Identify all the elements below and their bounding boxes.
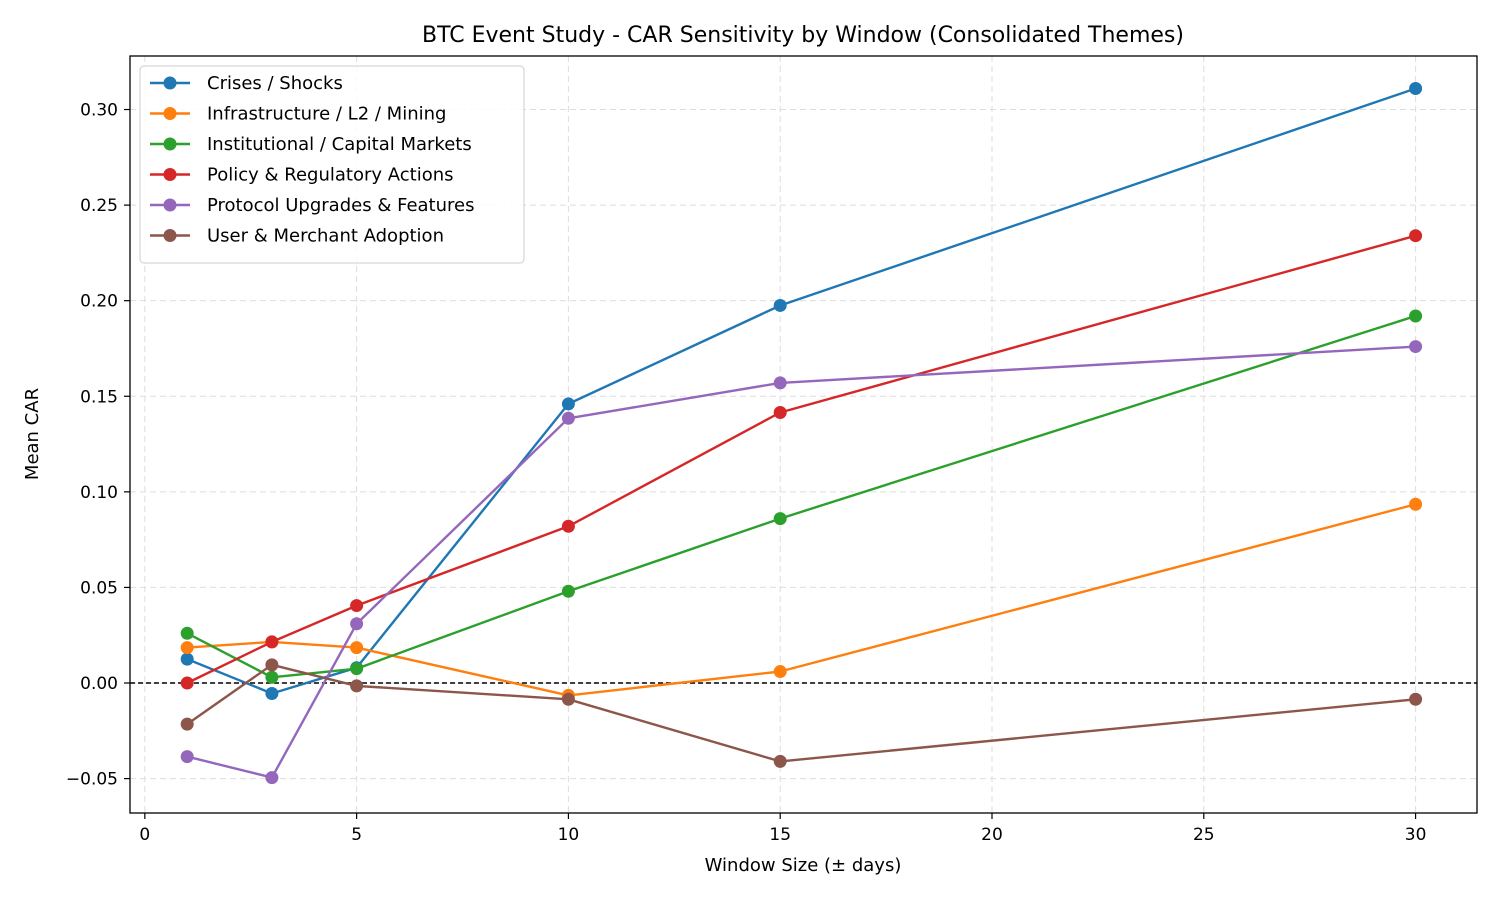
x-tick-label: 15: [769, 825, 791, 845]
data-point: [265, 635, 279, 649]
series-line-4: [186, 345, 1416, 779]
data-point: [773, 406, 787, 420]
y-tick-label: 0.15: [80, 387, 118, 407]
legend-marker: [163, 137, 177, 151]
legend-marker: [163, 76, 177, 90]
x-axis-label: Window Size (± days): [705, 855, 902, 876]
data-point: [180, 652, 194, 666]
legend-label: Crises / Shocks: [207, 73, 343, 94]
data-point: [265, 670, 279, 684]
x-tick-label: 5: [351, 825, 362, 845]
data-point: [350, 641, 364, 655]
legend-marker: [163, 229, 177, 242]
data-point: [265, 658, 279, 672]
legend-label: Institutional / Capital Markets: [207, 134, 472, 155]
plot-frame: [129, 55, 1478, 814]
data-point: [1409, 81, 1423, 95]
series-line-1: [187, 503, 1416, 697]
data-point: [561, 519, 575, 533]
y-tick-label: 0.10: [80, 483, 118, 503]
legend-label: Protocol Upgrades & Features: [207, 195, 474, 216]
data-point: [1409, 309, 1423, 323]
data-point: [773, 665, 787, 679]
data-point: [1409, 692, 1423, 706]
data-point: [561, 411, 575, 425]
data-point: [180, 717, 194, 731]
data-point: [773, 376, 787, 390]
data-point: [350, 617, 364, 631]
data-point: [773, 298, 787, 312]
series-group: [180, 81, 1423, 785]
chart-title: BTC Event Study - CAR Sensitivity by Win…: [422, 23, 1184, 48]
x-tick-label: 10: [558, 825, 580, 845]
data-point: [561, 692, 575, 706]
data-point: [561, 584, 575, 598]
data-point: [773, 754, 787, 768]
legend-box: [139, 65, 525, 264]
legend-marker: [163, 107, 177, 120]
data-point: [180, 676, 194, 690]
data-point: [773, 512, 787, 526]
data-point: [1409, 229, 1423, 243]
x-tick-label: 0: [139, 825, 150, 845]
series-line-0: [186, 87, 1416, 695]
series-line-5: [186, 663, 1416, 763]
data-point: [1409, 497, 1423, 511]
x-axis: 0 5 10 15 20 25 30: [139, 813, 1426, 845]
legend-label: Policy & Regulatory Actions: [207, 165, 454, 186]
y-tick-label: −0.05: [66, 770, 118, 790]
data-point: [350, 662, 364, 676]
y-tick-label: 0.05: [80, 578, 118, 598]
x-tick-label: 25: [1193, 825, 1215, 845]
legend: Crises / Shocks Infrastructure / L2 / Min…: [139, 65, 525, 264]
data-point: [180, 750, 194, 764]
x-tick-label: 30: [1405, 825, 1427, 845]
series-line-2: [186, 314, 1416, 679]
y-tick-label: 0.25: [80, 196, 118, 216]
data-point: [350, 679, 364, 693]
y-axis: −0.05 0.00 0.05 0.10 0.15 0.20 0.25 0.30: [66, 101, 130, 790]
data-point: [561, 397, 575, 411]
y-tick-label: 0.20: [80, 292, 118, 312]
data-point: [180, 626, 194, 640]
legend-marker: [163, 198, 177, 212]
data-point: [265, 771, 279, 785]
data-point: [350, 599, 364, 613]
series-line-3: [186, 234, 1416, 685]
y-tick-label: 0.00: [80, 674, 118, 694]
legend-label: Infrastructure / L2 / Mining: [207, 104, 446, 125]
data-point: [180, 641, 194, 655]
y-axis-label: Mean CAR: [22, 388, 43, 480]
y-tick-label: 0.30: [80, 101, 118, 121]
legend-marker: [163, 168, 177, 181]
data-point: [265, 687, 279, 701]
x-tick-label: 20: [981, 825, 1003, 845]
data-point: [1409, 340, 1423, 354]
legend-label: User & Merchant Adoption: [207, 226, 444, 247]
